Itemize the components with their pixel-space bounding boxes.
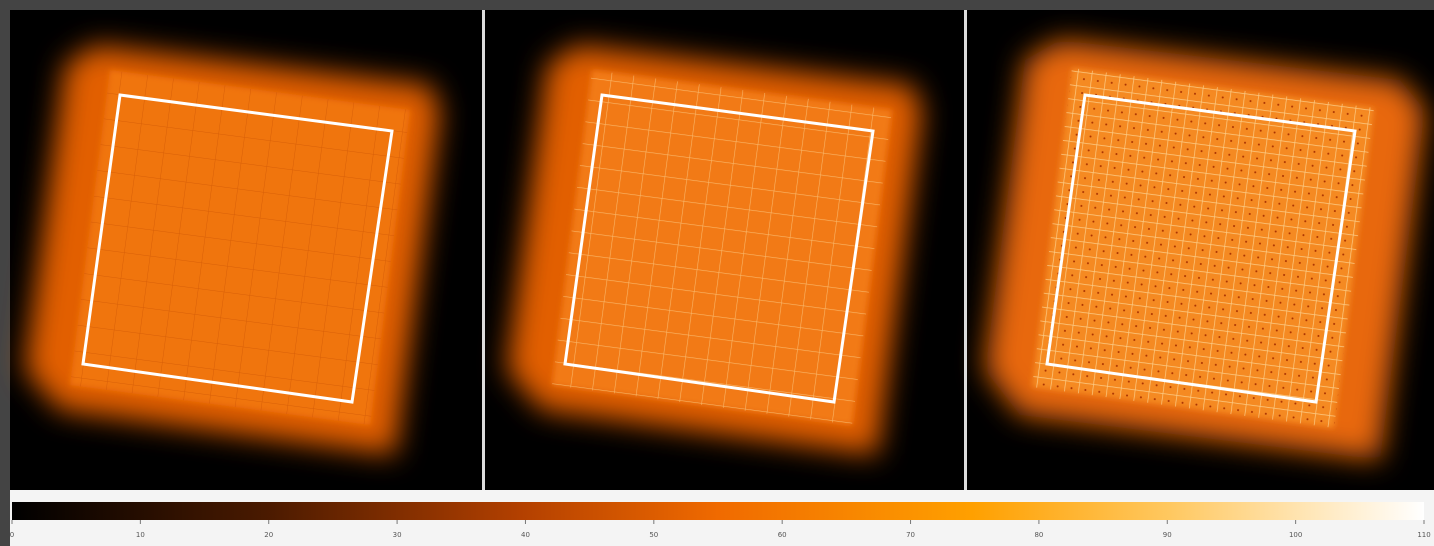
colorbar bbox=[12, 502, 1424, 520]
panel-divider bbox=[964, 10, 967, 490]
tick-label: 50 bbox=[649, 531, 658, 539]
tick-label: 0 bbox=[10, 531, 14, 539]
tick-label: 80 bbox=[1034, 531, 1043, 539]
tick-label: 100 bbox=[1289, 531, 1302, 539]
panel-2 bbox=[507, 45, 922, 455]
tick-label: 110 bbox=[1417, 531, 1430, 539]
tick-label: 60 bbox=[778, 531, 787, 539]
tick-label: 90 bbox=[1163, 531, 1172, 539]
panel-1 bbox=[25, 45, 440, 455]
tick-label: 40 bbox=[521, 531, 530, 539]
tick-label: 30 bbox=[393, 531, 402, 539]
panel-divider bbox=[482, 10, 485, 490]
figure: 0 10 20 30 40 50 60 70 80 90 100 110 bbox=[0, 0, 1434, 546]
tick-label: 20 bbox=[264, 531, 273, 539]
tick-label: 70 bbox=[906, 531, 915, 539]
tick-label: 10 bbox=[136, 531, 145, 539]
panel-3 bbox=[985, 40, 1425, 460]
